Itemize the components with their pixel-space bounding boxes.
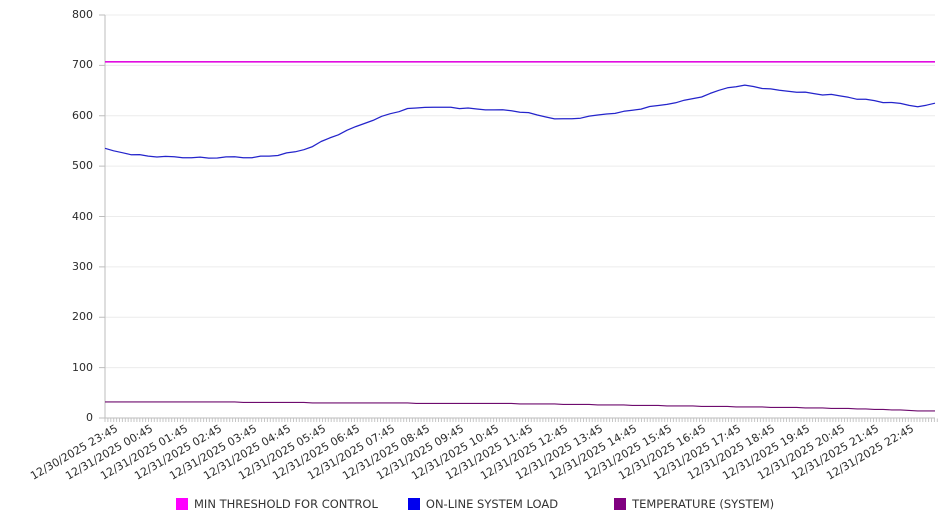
legend-label: ON-LINE SYSTEM LOAD	[425, 497, 559, 511]
legend-swatch-load	[407, 498, 420, 510]
legend-swatch-temperature	[614, 498, 627, 510]
y-tick-label: 800	[72, 8, 93, 21]
y-tick-label: 0	[86, 411, 93, 424]
load-line	[104, 84, 936, 159]
legend-item-temperature[interactable]: TEMPERATURE (SYSTEM)	[614, 497, 774, 511]
y-tick-label: 400	[72, 209, 93, 223]
legend-label: TEMPERATURE (SYSTEM)	[632, 497, 775, 511]
legend-item-threshold[interactable]: MIN THRESHOLD FOR CONTROL	[176, 497, 378, 511]
legend-swatch-threshold	[176, 498, 188, 510]
legend-item-load[interactable]: ON-LINE SYSTEM LOAD	[407, 497, 559, 511]
y-tick-label: 100	[72, 360, 93, 374]
y-tick-label: 600	[72, 108, 93, 122]
y-tick-label: 700	[72, 58, 93, 72]
legend-label: MIN THRESHOLD FOR CONTROL	[194, 497, 378, 511]
y-tick-label: 200	[72, 310, 93, 324]
temperature-line	[105, 401, 935, 412]
x-minor-ticks	[104, 418, 938, 422]
y-tick-label: 500	[72, 159, 93, 173]
y-tick-label: 300	[72, 259, 93, 273]
chart-legend: MIN THRESHOLD FOR CONTROL ON-LINE SYSTEM …	[176, 497, 774, 511]
